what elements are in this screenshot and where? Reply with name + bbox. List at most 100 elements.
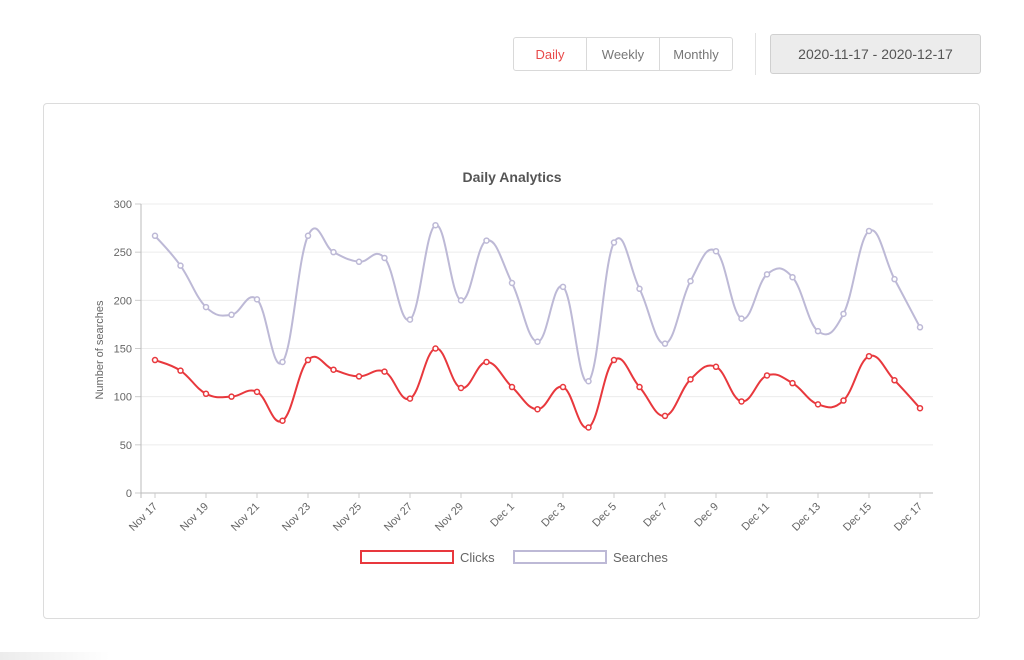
legend-item-searches[interactable]: Searches [513, 550, 668, 565]
x-tick-label: Dec 1 [488, 501, 517, 530]
tab-daily[interactable]: Daily [514, 38, 587, 70]
x-tick-label: Nov 29 [433, 501, 466, 534]
y-axis-label: Number of searches [94, 300, 106, 400]
data-point-searches[interactable] [177, 262, 184, 269]
data-point-searches[interactable] [559, 283, 567, 291]
data-point-searches[interactable] [202, 303, 210, 311]
data-point-clicks[interactable] [534, 405, 541, 413]
toolbar-divider [755, 33, 756, 75]
y-tick-label: 0 [126, 488, 132, 500]
data-point-clicks[interactable] [636, 383, 643, 391]
data-point-searches[interactable] [610, 239, 618, 246]
data-point-searches[interactable] [355, 258, 363, 266]
data-point-clicks[interactable] [814, 401, 822, 408]
series-line-clicks [154, 347, 921, 429]
data-point-searches[interactable] [891, 275, 898, 283]
chart-title: Daily Analytics [462, 169, 561, 185]
data-point-clicks[interactable] [304, 356, 312, 364]
data-point-searches[interactable] [865, 227, 873, 235]
data-point-searches[interactable] [814, 327, 822, 335]
data-point-searches[interactable] [457, 297, 465, 304]
data-point-searches[interactable] [585, 378, 592, 385]
toolbar: Daily Weekly Monthly 2020-11-17 - 2020-1… [0, 0, 1024, 100]
data-point-searches[interactable] [712, 247, 720, 255]
data-point-clicks[interactable] [585, 424, 592, 431]
legend: Clicks Searches [360, 550, 668, 565]
data-point-searches[interactable] [789, 273, 796, 281]
legend-swatch [360, 550, 454, 564]
y-tick-label: 150 [114, 344, 132, 356]
x-tick-label: Dec 11 [740, 501, 773, 534]
legend-label: Clicks [460, 550, 495, 565]
x-tick-label: Nov 25 [331, 501, 364, 534]
series-points [151, 221, 924, 431]
data-point-searches[interactable] [687, 277, 694, 285]
data-point-clicks[interactable] [661, 412, 669, 420]
data-point-clicks[interactable] [406, 395, 414, 402]
scroll-shadow [0, 652, 110, 660]
data-point-clicks[interactable] [355, 373, 363, 380]
x-tick-label: Nov 27 [382, 501, 415, 534]
legend-swatch [513, 550, 607, 564]
data-point-searches[interactable] [151, 232, 159, 240]
data-point-clicks[interactable] [279, 417, 286, 424]
period-selector: Daily Weekly Monthly [513, 37, 733, 71]
x-tick-label: Dec 17 [892, 501, 925, 534]
data-point-clicks[interactable] [712, 363, 720, 371]
data-point-searches[interactable] [483, 237, 490, 244]
data-point-searches[interactable] [406, 316, 414, 323]
data-point-clicks[interactable] [559, 383, 567, 391]
y-tick-label: 100 [114, 392, 132, 404]
y-axis-ticks: 0 50 100 150 200 250 300 [114, 199, 132, 500]
data-point-clicks[interactable] [381, 368, 388, 375]
data-point-clicks[interactable] [253, 388, 261, 396]
data-point-searches[interactable] [840, 310, 847, 318]
data-point-clicks[interactable] [177, 367, 184, 374]
data-point-searches[interactable] [304, 232, 312, 240]
data-point-searches[interactable] [432, 221, 439, 229]
data-point-searches[interactable] [508, 279, 516, 287]
data-point-searches[interactable] [661, 340, 669, 347]
data-point-clicks[interactable] [432, 345, 439, 352]
data-point-clicks[interactable] [151, 356, 159, 364]
x-tick-label: Dec 9 [692, 501, 721, 530]
series-line-searches [154, 224, 921, 383]
data-point-clicks[interactable] [738, 398, 745, 405]
y-tick-label: 300 [114, 199, 132, 211]
date-range-picker[interactable]: 2020-11-17 - 2020-12-17 [770, 34, 981, 74]
data-point-searches[interactable] [228, 311, 235, 319]
data-point-searches[interactable] [636, 285, 643, 293]
data-point-searches[interactable] [738, 315, 745, 322]
data-point-searches[interactable] [330, 248, 337, 256]
data-point-clicks[interactable] [763, 372, 771, 379]
data-point-clicks[interactable] [228, 393, 235, 400]
data-point-clicks[interactable] [840, 397, 847, 404]
y-tick-label: 50 [120, 440, 132, 452]
data-point-clicks[interactable] [483, 358, 490, 366]
data-point-searches[interactable] [916, 324, 924, 331]
data-point-clicks[interactable] [457, 384, 465, 392]
data-point-clicks[interactable] [330, 366, 337, 373]
data-point-searches[interactable] [381, 254, 388, 262]
x-tick-label: Nov 23 [280, 501, 313, 534]
tab-weekly[interactable]: Weekly [587, 38, 660, 70]
x-tick-label: Dec 7 [641, 501, 670, 530]
data-point-searches[interactable] [279, 358, 286, 366]
data-point-clicks[interactable] [610, 356, 618, 364]
y-tick-label: 200 [114, 295, 132, 307]
x-tick-label: Dec 3 [539, 501, 568, 530]
legend-item-clicks[interactable]: Clicks [360, 550, 495, 565]
data-point-clicks[interactable] [891, 377, 898, 384]
tab-monthly[interactable]: Monthly [673, 46, 719, 62]
line-chart: Daily Analytics Number of searches 0 50 10… [94, 169, 933, 565]
data-point-searches[interactable] [253, 296, 261, 303]
data-point-clicks[interactable] [687, 376, 694, 383]
data-point-clicks[interactable] [508, 383, 516, 391]
grid-lines [135, 203, 933, 498]
data-point-clicks[interactable] [202, 390, 210, 398]
data-point-searches[interactable] [534, 338, 541, 346]
data-point-searches[interactable] [763, 271, 771, 278]
data-point-clicks[interactable] [789, 379, 796, 387]
data-point-clicks[interactable] [916, 404, 924, 412]
data-point-clicks[interactable] [865, 352, 873, 360]
